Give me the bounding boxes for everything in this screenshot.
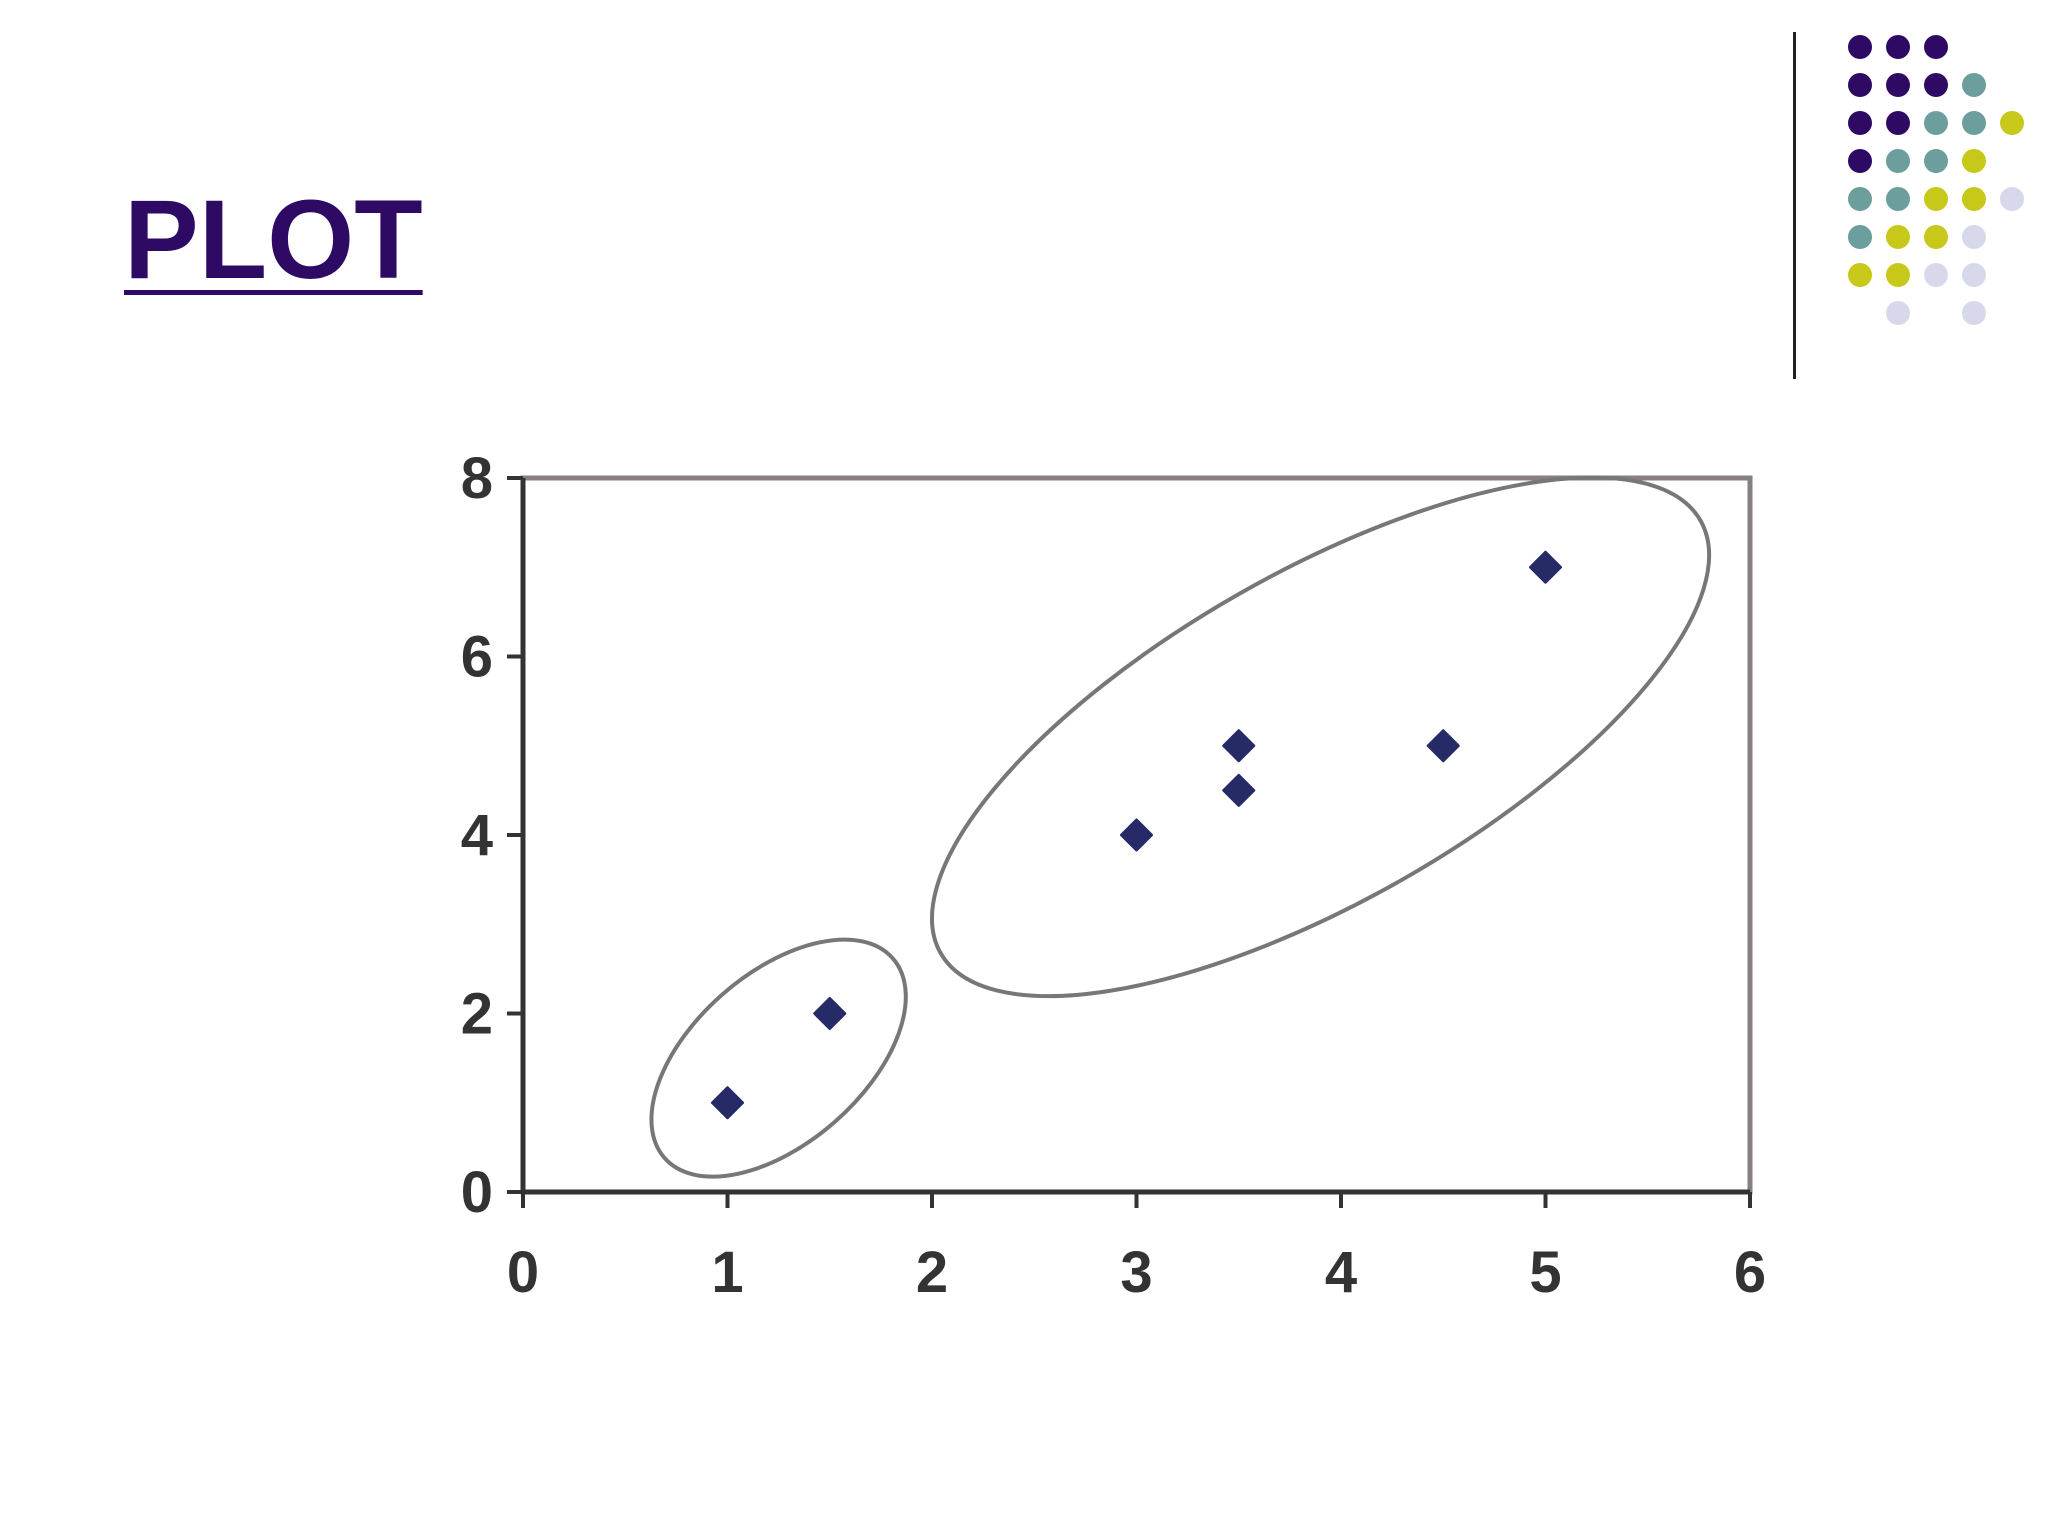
cluster-outline-1 — [649, 937, 908, 1179]
data-point — [1222, 773, 1256, 807]
y-tick-label: 4 — [461, 803, 493, 868]
x-tick-label: 0 — [507, 1240, 539, 1305]
x-tick-label: 3 — [1120, 1240, 1152, 1305]
y-tick-label: 6 — [461, 625, 493, 690]
data-point — [711, 1086, 744, 1120]
data-point — [1426, 729, 1460, 763]
x-tick-label: 1 — [711, 1240, 743, 1305]
cluster-outlines — [649, 475, 1712, 1179]
y-tick-label: 8 — [461, 446, 493, 511]
x-tick-label: 4 — [1325, 1240, 1357, 1305]
y-tick-label: 2 — [461, 982, 493, 1047]
data-point — [1529, 550, 1562, 584]
cluster-outline-2 — [930, 475, 1712, 999]
data-points — [711, 550, 1562, 1120]
x-tick-label: 6 — [1734, 1240, 1766, 1305]
x-tick-label: 2 — [916, 1240, 948, 1305]
data-point — [1120, 818, 1153, 852]
header-divider — [1793, 32, 1796, 379]
x-tick-label: 5 — [1529, 1240, 1561, 1305]
data-point — [813, 997, 847, 1030]
y-tick-label: 0 — [461, 1160, 493, 1225]
slide-title: PLOT — [124, 177, 423, 302]
data-point — [1222, 729, 1256, 763]
axis-ticks: 0 1 2 3 4 5 6 0 2 4 6 8 — [461, 446, 1766, 1305]
